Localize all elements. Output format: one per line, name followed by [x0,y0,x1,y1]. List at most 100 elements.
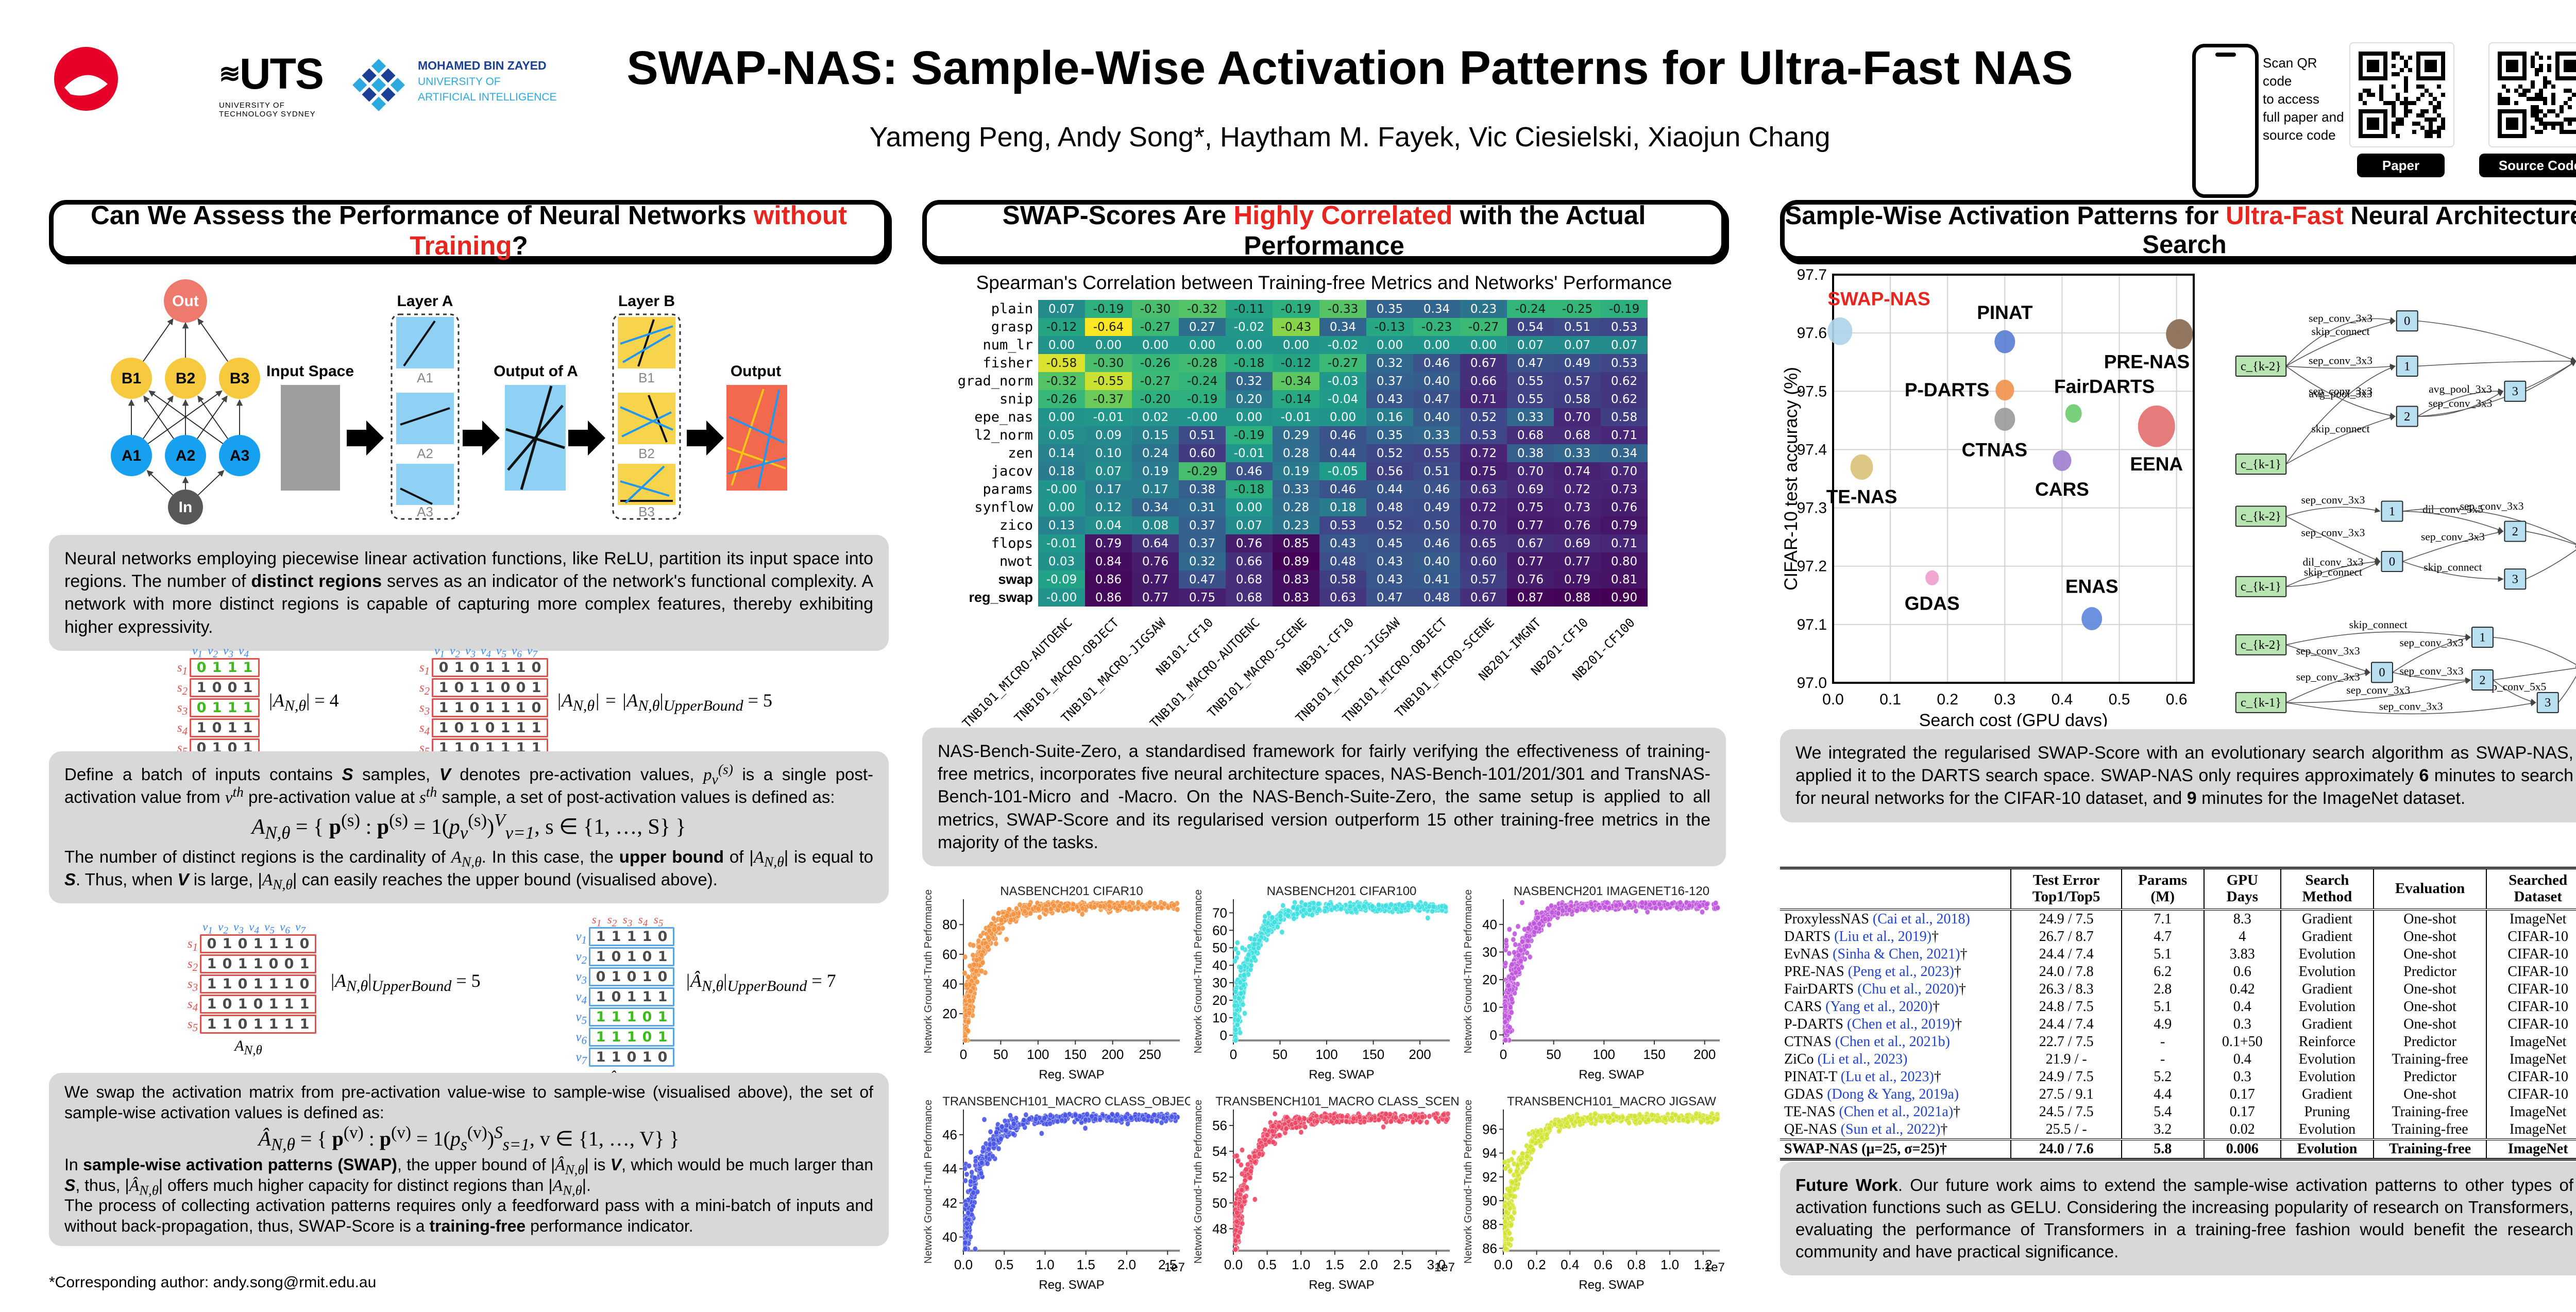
svg-text:Layer A: Layer A [397,293,453,310]
svg-text:c_{k-1}: c_{k-1} [2241,457,2281,471]
heatmap-row-label: grasp [991,319,1033,335]
heatmap-cell: 0.58 [1554,390,1601,408]
svg-text:sep_conv_3x3: sep_conv_3x3 [2400,665,2464,677]
middle-paragraph: NAS-Bench-Suite-Zero, a standardised fra… [922,728,1726,866]
svg-text:0.4: 0.4 [1561,1257,1579,1272]
svg-text:40: 40 [1212,957,1227,973]
heatmap-cell: 0.00 [1226,498,1273,516]
svg-text:200: 200 [1409,1047,1431,1062]
poster-title: SWAP-NAS: Sample-Wise Activation Pattern… [626,42,2073,94]
bubble-label-SWAP-NAS: SWAP-NAS [1827,289,1930,310]
svg-text:Network Ground-Truth Performan: Network Ground-Truth Performance [1463,889,1474,1053]
heatmap-row: grasp -0.12 -0.64 -0.27 0.27 -0.02 -0.43 0.34 -0… [922,318,1726,336]
svg-text:sep_conv_3x3: sep_conv_3x3 [2460,500,2524,512]
bubble-label-ENAS: ENAS [2065,576,2119,597]
svg-text:B3: B3 [638,504,655,519]
mbzuai-logo-graphic [352,59,405,111]
heatmap-cell: -0.04 [1319,390,1366,408]
svg-text:A3: A3 [417,504,433,519]
svg-text:10: 10 [1212,1010,1227,1025]
heatmap-cell: 0.00 [1413,336,1460,354]
activation-matrix-figure-2: v1 v2 v3 v4 v5 v6 v7 s1 0 1 0 1 1 1 0 s2 1 0 1 1 0 0 1 s3 1 1 0 1 1 1… [49,913,889,1090]
heatmap-cell: 0.15 [1132,426,1179,444]
bubble-label-FairDARTS: FairDARTS [2054,376,2155,397]
heatmap-cell: -0.19 [1179,390,1226,408]
heatmap-cell: -0.20 [1132,390,1179,408]
svg-text:86: 86 [1482,1240,1497,1256]
svg-text:0.5: 0.5 [995,1257,1013,1272]
heatmap-cell: 0.76 [1601,498,1648,516]
svg-text:Search cost (GPU days): Search cost (GPU days) [1919,711,2108,727]
nas-comparison-table: Test Error Top1/Top5 Params (M) GPU Days Searc… [1780,867,2576,1160]
heatmap-cell: 0.81 [1601,570,1648,588]
heatmap-cell: 0.34 [1413,300,1460,318]
heatmap-cell: 0.51 [1179,426,1226,444]
svg-text:skip_connect: skip_connect [2349,618,2408,631]
heatmap-cell: 0.63 [1460,480,1507,498]
heatmap-cell: -0.14 [1273,390,1319,408]
svg-text:1.0: 1.0 [1292,1257,1310,1272]
heatmap-cell: 0.17 [1085,480,1132,498]
svg-text:0.1: 0.1 [1879,691,1901,708]
heatmap-cell: 0.54 [1507,318,1554,336]
heatmap-cell: 0.77 [1132,588,1179,607]
heatmap-cell: 0.46 [1319,426,1366,444]
heatmap-cell: 0.68 [1226,570,1273,588]
heatmap-cell: 0.24 [1132,444,1179,462]
svg-text:60: 60 [942,947,957,962]
heatmap-cell: 0.69 [1554,534,1601,552]
heatmap-cell: 0.83 [1273,570,1319,588]
heatmap-cell: -0.30 [1085,354,1132,372]
heatmap-cell: 0.69 [1507,480,1554,498]
svg-text:96: 96 [1482,1121,1497,1137]
heatmap-cell: 0.72 [1460,498,1507,516]
heatmap-cell: -0.13 [1366,318,1413,336]
heatmap-cell: 0.04 [1085,516,1132,534]
heatmap-row-label: nwot [999,553,1033,569]
heatmap-row: reg_swap -0.00 0.86 0.77 0.75 0.68 0.83 0.63 0.4… [922,588,1726,607]
heatmap-cell: 0.76 [1507,570,1554,588]
svg-text:c_{k-1}: c_{k-1} [2241,696,2281,710]
heatmap-cell: 0.90 [1601,588,1648,607]
svg-text:0: 0 [1500,1047,1507,1062]
heatmap-cell: -0.00 [1038,480,1085,498]
heatmap-cell: 0.28 [1273,498,1319,516]
svg-text:0.2: 0.2 [1528,1257,1546,1272]
heatmap-cell: 0.46 [1413,480,1460,498]
heatmap-cell: 0.55 [1507,372,1554,390]
mbzuai-line1: MOHAMED BIN ZAYED [418,59,547,72]
table-header: Params (M) [2121,868,2204,911]
svg-text:48: 48 [1212,1221,1227,1236]
svg-text:0.0: 0.0 [1224,1257,1243,1272]
heatmap-cell: 0.71 [1460,390,1507,408]
table-row: ProxylessNAS (Cai et al., 2018) 24.9 / 7.… [1780,909,2576,928]
heatmap-cell: 0.49 [1554,354,1601,372]
table-row: SWAP-NAS (μ=25, σ=25)† 24.0 / 7.6 5.8 0.006… [1780,1139,2576,1159]
table-row: QE-NAS (Sun et al., 2022)† 25.5 / -3.2 0.0… [1780,1120,2576,1139]
heatmap-cell: 0.86 [1085,588,1132,607]
heatmap-cell: -0.00 [1179,408,1226,426]
heatmap-row: jacov 0.18 0.07 0.19 -0.29 0.46 0.19 -0.05 0.56 0… [922,462,1726,480]
svg-text:40: 40 [942,976,957,991]
uts-logo-sub: UNIVERSITY OF TECHNOLOGY SYDNEY [219,101,316,119]
scatter-nb201-cifar10: NASBENCH201 CIFAR10 20 40 60 80 0 50 100 150 200 2… [923,884,1180,1082]
heatmap-cell: 0.38 [1179,480,1226,498]
heatmap-cell: 0.37 [1179,534,1226,552]
heatmap-row: grad_norm -0.32 -0.55 -0.27 -0.24 0.32 -0.34 -0… [922,372,1726,390]
heatmap-cell: 0.00 [1038,336,1085,354]
heatmap-cell: 0.46 [1319,480,1366,498]
svg-text:sep_conv_3x3: sep_conv_3x3 [2296,645,2360,657]
heatmap-cell: -0.30 [1132,300,1179,318]
heatmap-cell: 0.76 [1554,516,1601,534]
heatmap-row-label: synflow [974,499,1033,515]
heatmap-cell: 0.19 [1273,462,1319,480]
svg-text:1e7: 1e7 [1164,1260,1185,1274]
heatmap-cell: 0.00 [1179,336,1226,354]
heatmap-cell: 0.64 [1132,534,1179,552]
table-header [1780,868,2011,911]
table-header: Test Error Top1/Top5 [2010,868,2122,911]
svg-text:2.5: 2.5 [1158,1257,1177,1272]
table-row: CARS (Yang et al., 2020)† 24.8 / 7.5 5.1 0.… [1780,998,2576,1016]
heatmap-cell: 0.86 [1085,570,1132,588]
bubble-label-GDAS: GDAS [1905,593,1960,614]
